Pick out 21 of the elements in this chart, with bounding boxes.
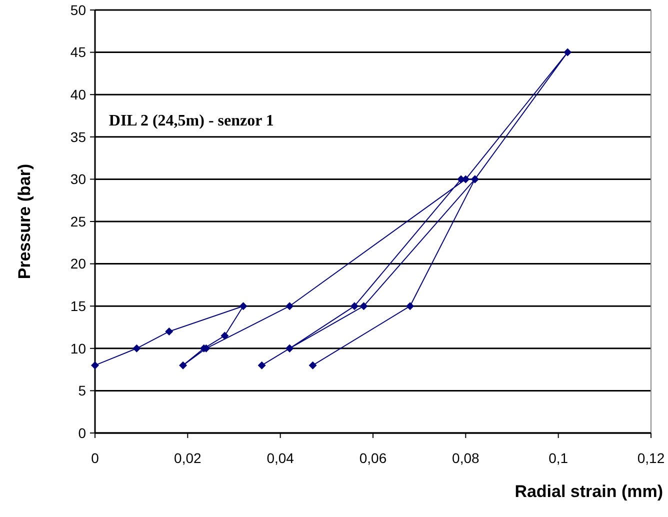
text: DIL 2 (24,5m) - senzor 1 <box>108 112 274 130</box>
x-tick-label: 0,1 <box>548 450 568 466</box>
y-tick-label: 20 <box>70 256 86 272</box>
y-tick-label: 50 <box>70 2 86 18</box>
y-tick-label: 5 <box>78 382 86 399</box>
x-tick-label: 0,04 <box>266 450 294 466</box>
y-axis-title: Pressure (bar) <box>15 164 34 280</box>
x-tick-label: 0,06 <box>359 450 387 466</box>
y-tick-label: 35 <box>70 128 86 145</box>
y-tick-label: 0 <box>78 424 86 441</box>
y-tick-label: 25 <box>70 213 86 230</box>
y-tick-label: 40 <box>70 86 86 102</box>
x-tick-label: 0,08 <box>452 450 480 466</box>
y-tick-label: 45 <box>70 44 86 60</box>
x-tick-label: 0,02 <box>174 450 202 466</box>
y-tick-label: 15 <box>70 298 86 314</box>
x-tick-label: 0 <box>91 450 100 466</box>
y-tick-label: 30 <box>70 171 86 188</box>
x-axis-title: Radial strain (mm) <box>514 482 663 501</box>
y-tick-label: 10 <box>70 340 86 356</box>
x-tick-label: 0,12 <box>637 450 665 466</box>
